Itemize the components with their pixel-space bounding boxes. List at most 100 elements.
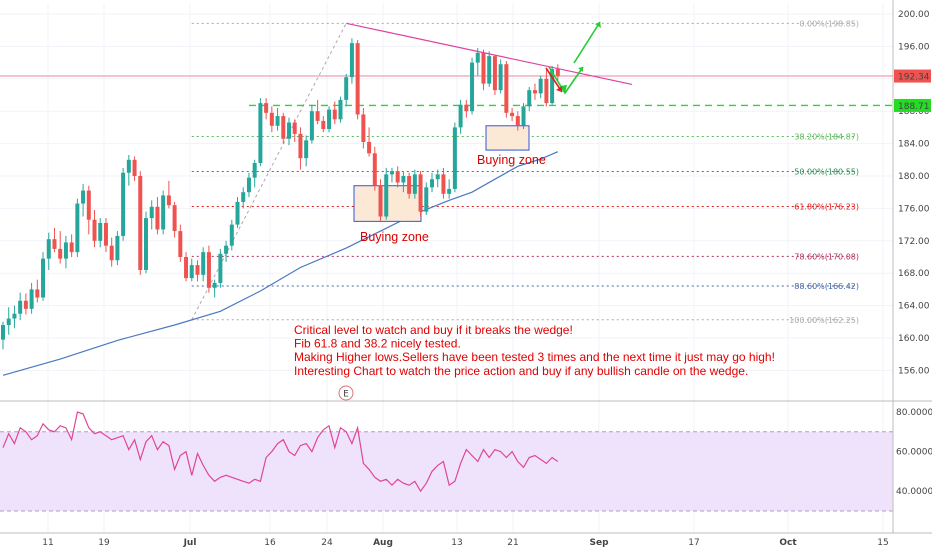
candle-body: [504, 64, 509, 113]
last-price-tag: 192.34: [898, 73, 930, 83]
price-tick-label: 180.00: [898, 172, 930, 182]
candle-body: [452, 127, 457, 189]
time-tick-label: 16: [264, 538, 276, 548]
candle-body: [92, 219, 97, 241]
earnings-marker: [338, 385, 354, 401]
candle-body: [344, 77, 349, 100]
candle-body: [287, 122, 291, 139]
candle-body: [378, 185, 383, 217]
candle-body: [1, 325, 5, 340]
price-tick-label: 200.00: [898, 10, 930, 20]
candle-body: [401, 176, 406, 183]
fib-level-label: 100.00%(162.25): [789, 316, 859, 325]
candle-body: [538, 78, 543, 94]
time-tick-label: 19: [98, 538, 110, 548]
candle-body: [470, 62, 475, 112]
candle-body: [103, 222, 108, 246]
candle-body: [515, 116, 520, 126]
candle-body: [384, 174, 389, 217]
fib-level-label: 0.00%(198.85): [799, 19, 859, 28]
fib-trendline: [191, 23, 347, 321]
fib-level-label: 78.60%(170.08): [794, 252, 859, 261]
price-tick-label: 184.00: [898, 140, 930, 150]
candle-body: [395, 171, 400, 183]
candle-body: [206, 252, 211, 288]
candle-body: [126, 159, 131, 173]
candle-body: [35, 289, 40, 298]
candle-body: [481, 52, 486, 84]
candle-body: [23, 300, 28, 309]
price-tick-label: 156.00: [898, 366, 930, 376]
arrow-head: [595, 22, 601, 28]
price-tick-label: 164.00: [898, 302, 930, 312]
candle-body: [458, 104, 463, 128]
candle-body: [6, 318, 11, 326]
candle-body: [361, 114, 366, 142]
buying-zone-box: [485, 125, 530, 151]
time-tick-label: Jul: [183, 538, 197, 548]
candle-body: [407, 176, 412, 194]
candle-body: [81, 190, 86, 204]
candle-body: [258, 103, 263, 164]
candle-body: [195, 265, 200, 275]
candle-body: [41, 258, 46, 298]
note-text-line: Critical level to watch and buy if it br…: [294, 323, 573, 337]
time-tick-label: 13: [451, 538, 462, 548]
price-tick-label: 196.00: [898, 42, 930, 52]
moving-average-line: [2, 151, 559, 376]
candle-body: [435, 174, 440, 180]
candle-body: [189, 265, 194, 279]
candle-body: [109, 245, 114, 261]
candle-body: [58, 248, 63, 259]
candle-body: [229, 224, 234, 246]
candle-body: [184, 257, 189, 279]
candle-body: [172, 205, 177, 232]
note-text-line: Fib 61.8 and 38.2 nicely tested.: [294, 337, 461, 351]
candle-body: [86, 190, 91, 220]
candle-body: [441, 174, 446, 194]
candle-body: [292, 122, 297, 134]
candle-body: [475, 52, 480, 63]
candle-body: [418, 174, 423, 212]
rsi-band: [0, 431, 893, 511]
candle-body: [212, 282, 217, 288]
candle-body: [29, 289, 34, 309]
candle-body: [412, 174, 417, 194]
candle-body: [18, 300, 23, 314]
candle-body: [367, 141, 372, 154]
note-text-line: Making Higher lows.Sellers have been tes…: [294, 350, 775, 364]
candle-body: [281, 116, 286, 139]
candle-body: [98, 222, 103, 241]
level-tag-bg: [894, 98, 931, 112]
candle-body: [235, 201, 240, 225]
candle-body: [149, 206, 154, 219]
candle-body: [510, 112, 515, 117]
fib-level-label: 88.60%(166.42): [794, 282, 859, 291]
earnings-marker-label: E: [343, 390, 349, 400]
breakout-arrow: [573, 21, 601, 64]
candle-body: [327, 109, 332, 130]
candle-body: [544, 78, 549, 104]
level-tag: 188.71: [898, 102, 930, 112]
candle-body: [52, 239, 57, 249]
candle-body: [309, 111, 314, 141]
candle-body: [115, 235, 120, 261]
candle-body: [138, 176, 143, 270]
candle-body: [264, 103, 269, 113]
candle-body: [144, 218, 148, 270]
candle-body: [246, 177, 251, 193]
buying-zone-label: Buying zone: [477, 153, 546, 167]
fib-level-label: 38.20%(184.87): [794, 133, 859, 142]
rsi-tick-label: 60.0000: [896, 448, 932, 458]
candle-body: [12, 313, 17, 319]
price-tick-label: 176.00: [898, 204, 930, 214]
candle-body: [492, 56, 497, 91]
candle-body: [252, 163, 257, 178]
candle-body: [298, 133, 303, 159]
time-tick-label: 17: [688, 538, 699, 548]
time-tick-label: Oct: [779, 538, 797, 548]
candle-body: [424, 187, 429, 212]
time-tick-label: Aug: [373, 538, 393, 548]
candle-body: [521, 106, 526, 126]
